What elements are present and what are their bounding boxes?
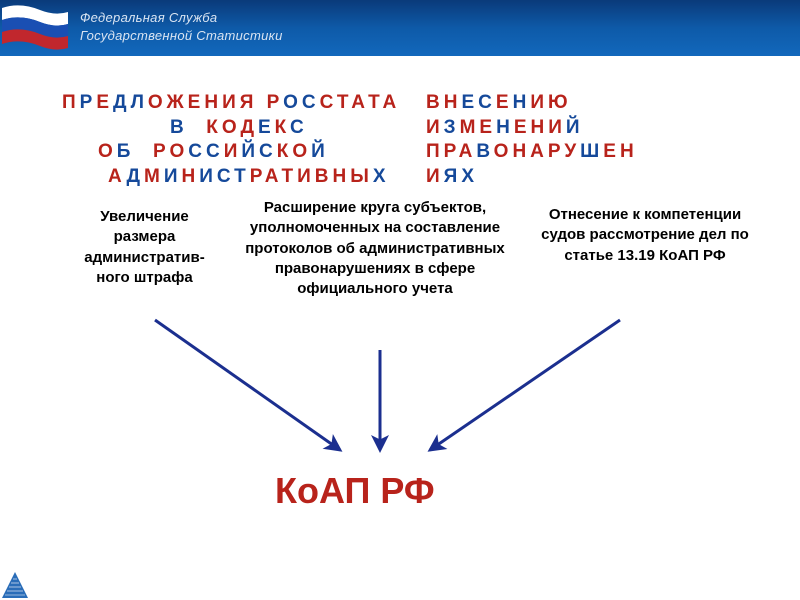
org-title-line1: Федеральная Служба (80, 10, 217, 25)
title-right-4: ИЯХ (426, 166, 478, 188)
russia-flag-icon (0, 0, 70, 56)
subtext-2: Расширение круга субъектов, уполномоченн… (240, 198, 510, 299)
title-right-1: ВНЕСЕНИЮ (426, 92, 572, 114)
title-right-3: ПРАВОНАРУШЕН (426, 141, 638, 163)
subtext-1: Увеличение размера административ- ного ш… (72, 207, 217, 288)
title-right-2: ИЗМЕНЕНИЙ (426, 117, 584, 139)
title-left-3: ОБ РОССИЙСКОЙ (98, 141, 329, 163)
header-bar: Федеральная Служба Государственной Стати… (0, 0, 800, 56)
subtext-3: Отнесение к компетенции судов рассмотрен… (540, 205, 750, 266)
center-label: КоАП РФ (275, 470, 435, 511)
corner-logo-icon (2, 572, 28, 598)
title-left-2: В КОДЕКС (170, 117, 308, 139)
title-left-1: ПРЕДЛОЖЕНИЯ РОССТАТА (62, 92, 400, 114)
org-title-line2: Государственной Статистики (80, 28, 283, 43)
title-left-4: АДМИНИСТРАТИВНЫХ (108, 166, 390, 188)
